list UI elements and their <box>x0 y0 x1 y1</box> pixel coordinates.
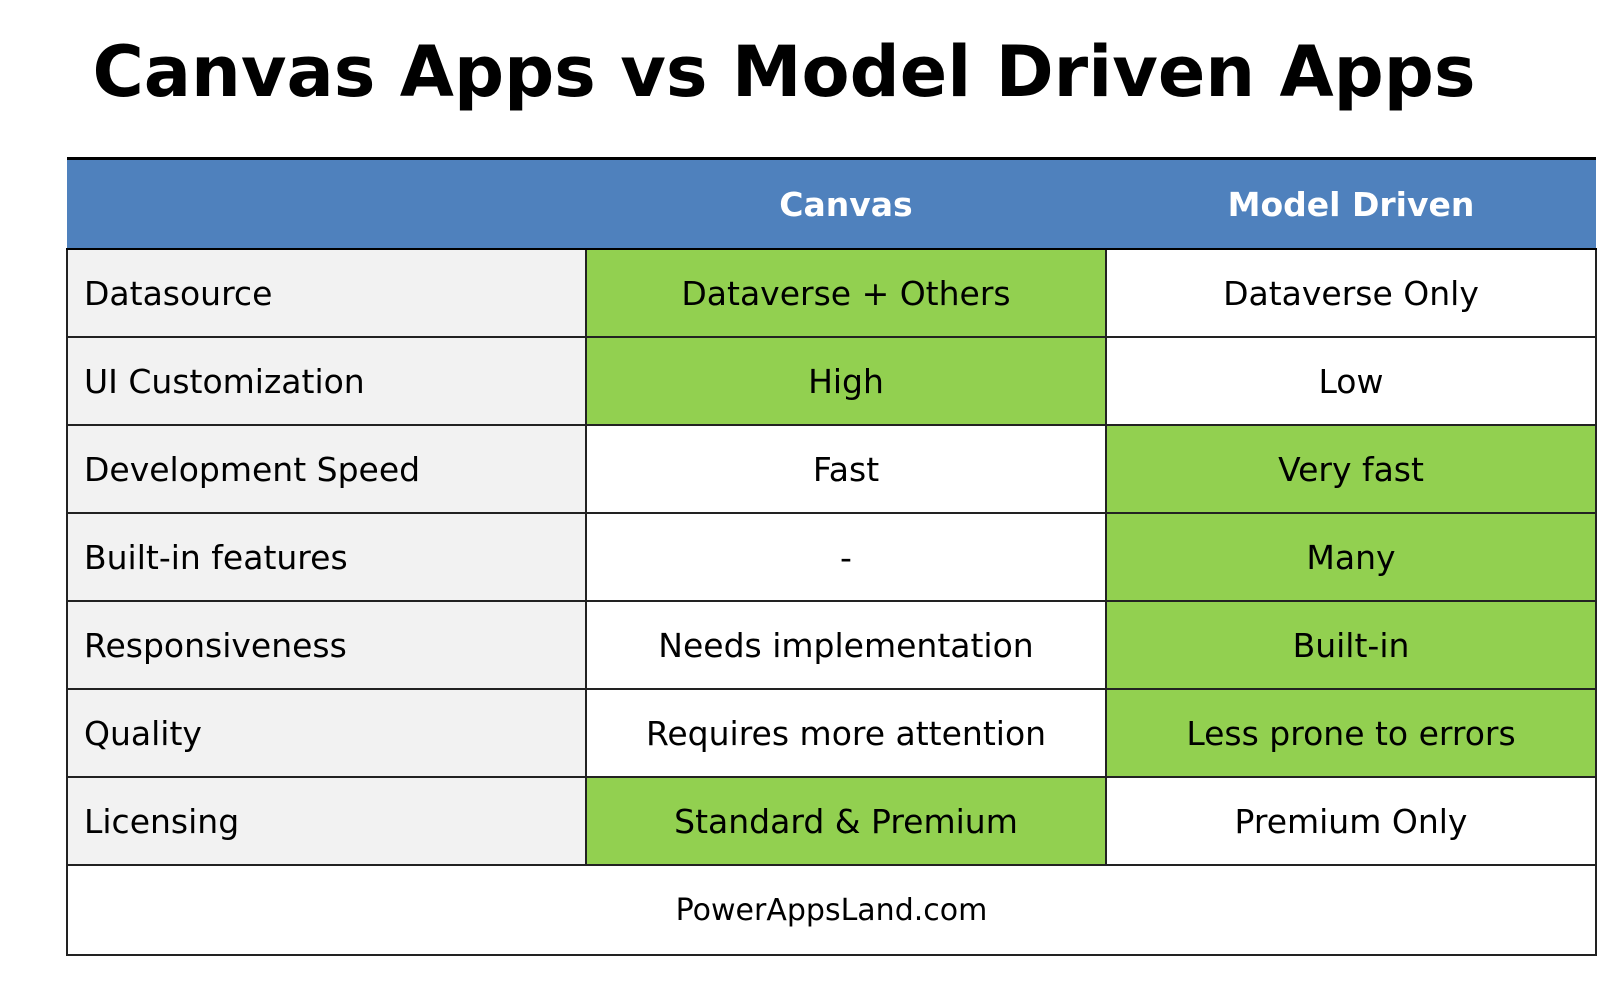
comparison-table: Canvas Model Driven Datasource Dataverse… <box>66 157 1597 956</box>
model-driven-value: Less prone to errors <box>1105 688 1597 778</box>
canvas-value: - <box>585 512 1107 602</box>
table-row: Development Speed Fast Very fast <box>66 424 1597 514</box>
table-row: Built-in features - Many <box>66 512 1597 602</box>
header-row: Canvas Model Driven <box>67 157 1596 250</box>
model-driven-value: Dataverse Only <box>1105 248 1597 338</box>
model-driven-value: Low <box>1105 336 1597 426</box>
row-label: Licensing <box>66 776 587 866</box>
row-label: UI Customization <box>66 336 587 426</box>
page-title: Canvas Apps vs Model Driven Apps <box>92 31 1476 113</box>
header-cell-canvas: Canvas <box>586 157 1106 250</box>
header-cell-feature <box>67 157 586 250</box>
table-row: UI Customization High Low <box>66 336 1597 426</box>
row-label: Development Speed <box>66 424 587 514</box>
canvas-value: Fast <box>585 424 1107 514</box>
footer-website: PowerAppsLand.com <box>66 864 1597 956</box>
table-row: Licensing Standard & Premium Premium Onl… <box>66 776 1597 866</box>
model-driven-value: Premium Only <box>1105 776 1597 866</box>
table-row: Datasource Dataverse + Others Dataverse … <box>66 248 1597 338</box>
canvas-value: High <box>585 336 1107 426</box>
header-cell-model-driven: Model Driven <box>1106 157 1596 250</box>
row-label: Datasource <box>66 248 587 338</box>
row-label: Built-in features <box>66 512 587 602</box>
canvas-value: Standard & Premium <box>585 776 1107 866</box>
footer-row: PowerAppsLand.com <box>66 864 1597 956</box>
row-label: Responsiveness <box>66 600 587 690</box>
model-driven-value: Built-in <box>1105 600 1597 690</box>
model-driven-value: Many <box>1105 512 1597 602</box>
canvas-value: Needs implementation <box>585 600 1107 690</box>
table-row: Responsiveness Needs implementation Buil… <box>66 600 1597 690</box>
canvas-value: Dataverse + Others <box>585 248 1107 338</box>
table-row: Quality Requires more attention Less pro… <box>66 688 1597 778</box>
row-label: Quality <box>66 688 587 778</box>
canvas-value: Requires more attention <box>585 688 1107 778</box>
model-driven-value: Very fast <box>1105 424 1597 514</box>
